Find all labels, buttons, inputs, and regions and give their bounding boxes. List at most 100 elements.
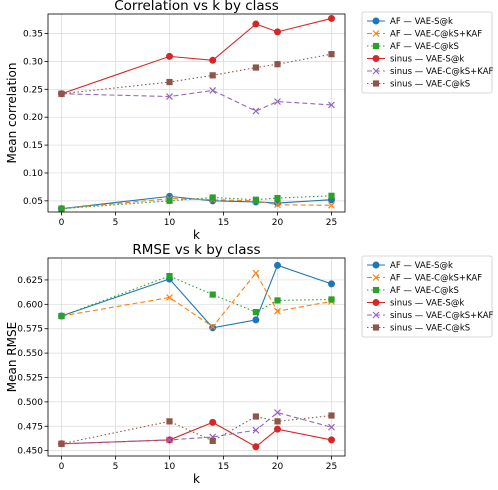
series-line: [61, 411, 332, 445]
x-tick-label: 15: [218, 218, 229, 228]
data-point: [252, 107, 260, 115]
x-tick-label: 15: [218, 462, 229, 472]
chart-2: 0 5 10 15 20 25 0.450 0.475 0.500 0.525 0.550 0.575…: [5, 242, 494, 486]
data-point: [252, 309, 260, 316]
y-tick-label: 0.475: [17, 422, 43, 432]
y-tick-label: 0.10: [23, 169, 43, 179]
series-line: [61, 198, 332, 210]
legend-marker: [372, 286, 380, 294]
legend-label: AF — VAE-C@kS+KAF: [390, 30, 482, 40]
data-point: [252, 269, 260, 277]
data-point: [328, 14, 335, 22]
legend-label: AF — VAE-C@kS: [390, 42, 459, 52]
chart-title: Correlation vs k by class: [114, 0, 279, 14]
data-point: [166, 418, 173, 425]
data-point: [328, 436, 335, 444]
data-point: [274, 307, 281, 315]
data-point: [58, 440, 65, 447]
y-tick-label: 0.625: [17, 276, 43, 286]
data-point: [328, 192, 335, 199]
x-tick-label: 20: [272, 218, 284, 228]
series-1: [58, 261, 335, 332]
y-tick-label: 0.450: [17, 447, 43, 457]
data-point: [328, 423, 335, 431]
x-tick-label: 5: [113, 218, 119, 228]
x-axis-label: k: [193, 228, 200, 242]
chart-1: 0 5 10 15 20 25 0.05 0.10 0.15 0.20 0.25 0.30 0.35 Co…: [5, 0, 494, 242]
data-point: [274, 261, 281, 269]
legend: AF — VAE-S@k AF — VAE-C@kS+KAF AF — VAE-C@…: [361, 255, 494, 338]
y-tick-label: 0.500: [17, 398, 43, 408]
series-line: [61, 195, 332, 210]
data-point: [252, 196, 260, 203]
legend-label: sinus — VAE-S@k: [390, 299, 464, 309]
legend-item: sinus — VAE-S@k: [367, 299, 464, 309]
legend-item: AF — VAE-S@k: [367, 17, 453, 27]
data-point: [166, 93, 173, 100]
data-point: [58, 90, 65, 97]
legend-item: sinus — VAE-S@k: [367, 55, 464, 65]
data-point: [209, 194, 216, 201]
series-line: [61, 275, 332, 317]
legend-marker: [372, 324, 380, 331]
series-line: [61, 414, 332, 445]
legend-marker: [372, 299, 380, 306]
legend-marker: [372, 274, 380, 281]
legend-label: AF — VAE-S@k: [390, 261, 453, 271]
legend-label: sinus — VAE-C@kS: [390, 80, 470, 90]
y-axis-label: Mean RMSE: [5, 322, 19, 392]
data-point: [328, 296, 335, 303]
legend-label: sinus — VAE-C@kS: [390, 324, 470, 334]
data-point: [274, 61, 281, 68]
legend-item: AF — VAE-C@kS+KAF: [367, 30, 482, 40]
data-point: [166, 272, 173, 280]
data-point: [274, 28, 281, 36]
x-tick-label: 25: [326, 218, 337, 228]
data-point: [252, 413, 260, 420]
series-5: [58, 409, 335, 448]
data-point: [274, 418, 281, 425]
series-line: [61, 53, 332, 95]
legend-marker: [372, 55, 380, 62]
series-4: [58, 418, 335, 451]
legend-marker: [372, 30, 380, 37]
data-point: [166, 197, 173, 204]
y-tick-label: 0.525: [17, 373, 43, 383]
data-point: [328, 280, 335, 288]
series-line: [61, 272, 332, 328]
y-tick-label: 0.25: [23, 85, 43, 95]
data-point: [328, 101, 335, 109]
data-point: [209, 323, 217, 331]
data-point: [209, 291, 216, 298]
x-tick-label: 10: [164, 462, 176, 472]
data-point: [252, 443, 260, 451]
series-3: [58, 272, 335, 320]
legend-label: AF — VAE-C@kS+KAF: [390, 274, 482, 284]
legend-label: sinus — VAE-C@kS+KAF: [390, 311, 494, 321]
plot-frame: [47, 257, 346, 457]
legend-marker: [372, 261, 380, 269]
legend-marker: [372, 311, 380, 319]
data-point: [252, 316, 260, 324]
data-point: [209, 72, 216, 79]
x-tick-label: 10: [164, 218, 176, 228]
y-tick-label: 0.15: [23, 141, 43, 151]
series-line: [61, 264, 332, 329]
series-line: [61, 195, 332, 210]
x-tick-label: 0: [59, 218, 65, 228]
data-point: [328, 412, 335, 419]
data-point: [209, 324, 217, 332]
data-point: [209, 86, 217, 94]
x-axis-label: k: [193, 472, 200, 486]
legend-marker: [372, 17, 380, 25]
data-point: [328, 51, 335, 58]
y-axis-label: Mean correlation: [5, 63, 19, 164]
y-tick-label: 0.600: [17, 300, 43, 310]
legend-box: [361, 11, 493, 94]
legend-marker: [372, 80, 380, 87]
legend-item: AF — VAE-C@kS: [367, 42, 459, 52]
x-tick-label: 0: [59, 462, 65, 472]
y-tick-label: 0.05: [23, 197, 43, 207]
series-2: [58, 195, 335, 213]
